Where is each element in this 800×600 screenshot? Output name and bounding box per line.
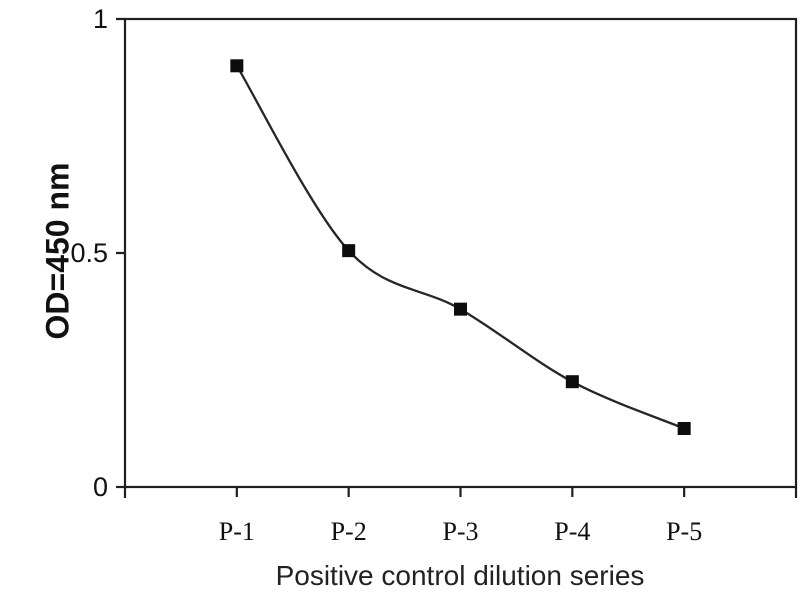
plot-border	[123, 17, 798, 489]
x-axis-title: Positive control dilution series	[275, 560, 645, 591]
data-point-marker	[565, 375, 579, 389]
data-point-marker	[230, 59, 244, 73]
y-tick-label: 0.5	[70, 238, 108, 268]
series-line	[235, 65, 685, 430]
y-tick-label: 0	[92, 472, 108, 502]
x-tick-label: P-4	[554, 517, 591, 546]
x-tick-label: P-3	[442, 517, 479, 546]
data-point-marker	[677, 422, 691, 435]
x-tick-label: P-1	[218, 517, 255, 546]
data-point-marker	[342, 244, 356, 258]
data-point-marker	[454, 302, 467, 316]
x-tick-label: P-5	[666, 517, 703, 546]
x-tick-label: P-2	[330, 517, 367, 546]
y-tick-label: 1	[92, 4, 108, 34]
